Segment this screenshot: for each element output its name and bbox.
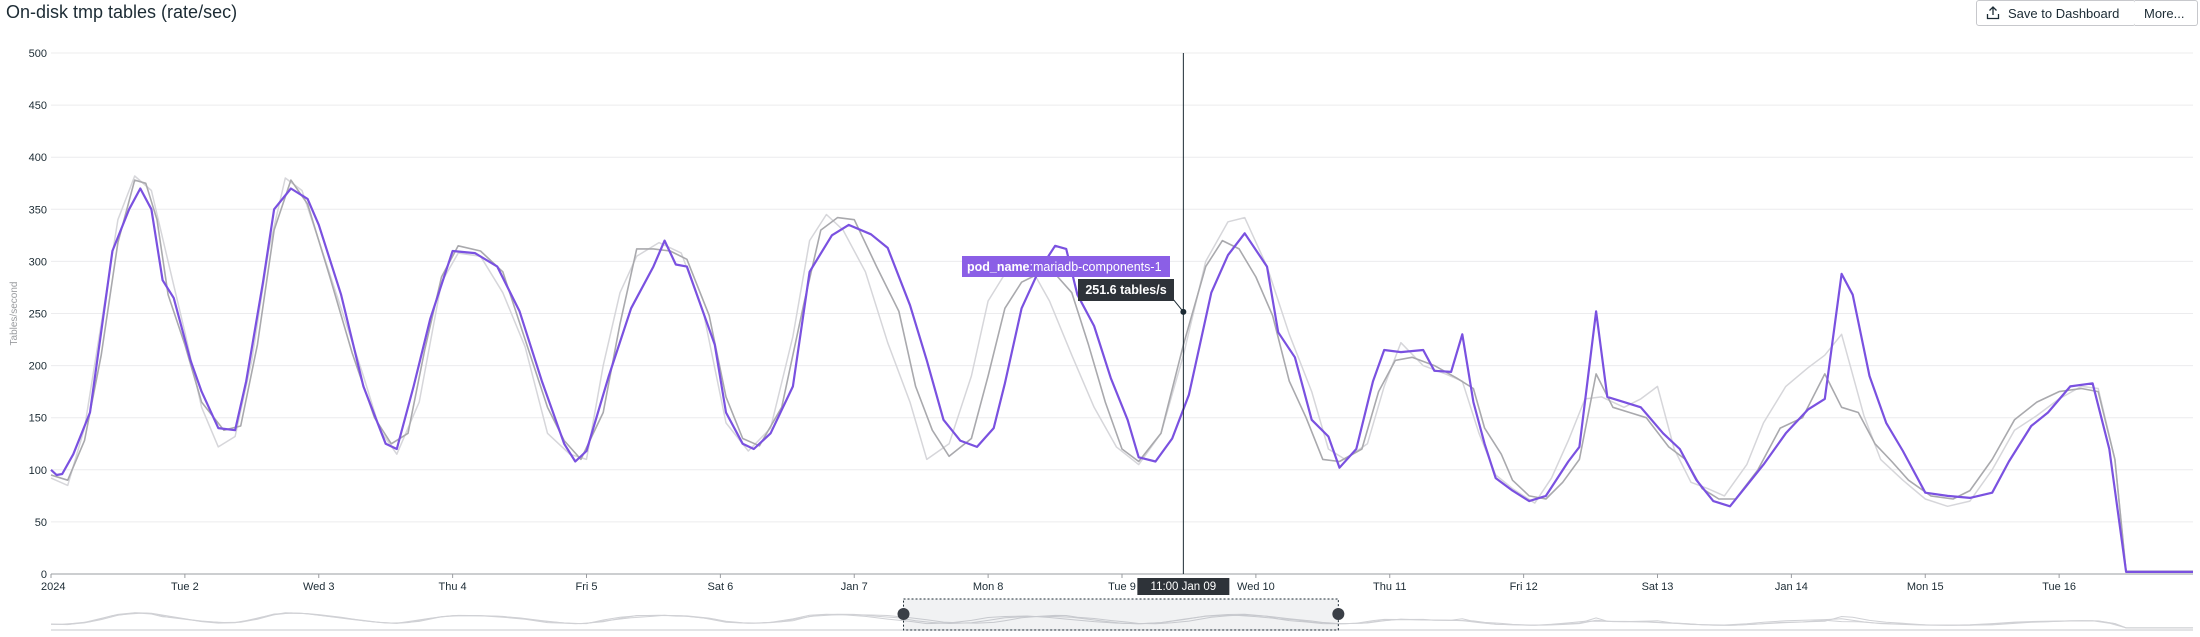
value-tooltip: 251.6 tables/s: [1085, 283, 1166, 297]
x-tick-label: Thu 4: [439, 581, 467, 593]
y-tick-label: 200: [29, 361, 47, 373]
navigator-selection[interactable]: [903, 598, 1339, 631]
upload-icon: [1986, 6, 2000, 20]
y-tick-label: 500: [29, 48, 47, 60]
chart-title: On-disk tmp tables (rate/sec): [6, 2, 238, 22]
x-tick-label: Fri 5: [576, 581, 598, 593]
y-tick-label: 450: [29, 100, 47, 112]
more-button[interactable]: More...: [2135, 0, 2198, 26]
value-tooltip-bg: [1078, 279, 1174, 301]
navigator-handle-right[interactable]: [1332, 608, 1345, 620]
y-tick-label: 350: [29, 204, 47, 216]
x-tick-label: Thu 11: [1373, 581, 1406, 593]
range-navigator[interactable]: [50, 598, 2193, 631]
y-tick-label: 300: [29, 256, 47, 268]
crosshair-x-label-bg: [1137, 578, 1230, 595]
crosshair-x-label: 11:00 Jan 09: [1151, 581, 1217, 593]
x-tick-label: 2024: [41, 581, 65, 593]
x-tick-label: Sat 6: [708, 581, 734, 593]
series-line-mariadb-components-2: [50, 175, 2193, 572]
y-tick-label: 0: [41, 569, 47, 581]
y-axis-ticks: 0 50 100 150 200 250 300 350 400 450 500: [29, 48, 47, 581]
x-tick-label: Jan 14: [1775, 581, 1808, 593]
x-tick-label: Mon 8: [973, 581, 1004, 593]
y-axis-label: Tables/second: [9, 282, 20, 346]
y-tick-label: 50: [35, 517, 47, 529]
x-tick-label: Tue 2: [171, 581, 199, 593]
more-button-label: More...: [2144, 5, 2185, 21]
x-axis-ticks: 2024 Tue 2 Wed 3 Thu 4 Fri 5 Sat 6 Jan 7 Mon 8 T…: [41, 574, 2076, 593]
series-lines: [50, 175, 2193, 573]
series-line-mariadb-components-1: [50, 187, 2193, 573]
series-tooltip-bg: [962, 256, 1170, 277]
navigator-series-mariadb-components-2: [50, 612, 2193, 629]
x-tick-label: Jan 7: [841, 581, 868, 593]
x-tick-label: Wed 10: [1237, 581, 1275, 593]
x-tick-label: Tue 9: [1108, 581, 1136, 593]
x-tick-label: Fri 12: [1510, 581, 1538, 593]
y-tick-label: 100: [29, 465, 47, 477]
y-tick-label: 250: [29, 309, 47, 321]
save-to-dashboard-label: Save to Dashboard: [2008, 5, 2120, 21]
navigator-handle-left[interactable]: [897, 608, 910, 620]
series-tooltip-key: pod_name: [967, 260, 1030, 274]
series-line-mariadb-components-0: [50, 179, 2193, 573]
x-tick-label: Sat 13: [1642, 581, 1674, 593]
x-tick-label: Mon 15: [1907, 581, 1944, 593]
crosshair: 11:00 Jan 09 pod_name:mariadb-components-…: [962, 53, 1230, 595]
series-tooltip: pod_name:mariadb-components-1: [967, 260, 1162, 274]
x-tick-label: Wed 3: [303, 581, 335, 593]
x-tick-label: Tue 16: [2042, 581, 2076, 593]
y-tick-label: 400: [29, 152, 47, 164]
y-tick-label: 150: [29, 413, 47, 425]
hover-point: [1180, 308, 1187, 315]
series-tooltip-value: :mariadb-components-1: [1030, 260, 1162, 274]
